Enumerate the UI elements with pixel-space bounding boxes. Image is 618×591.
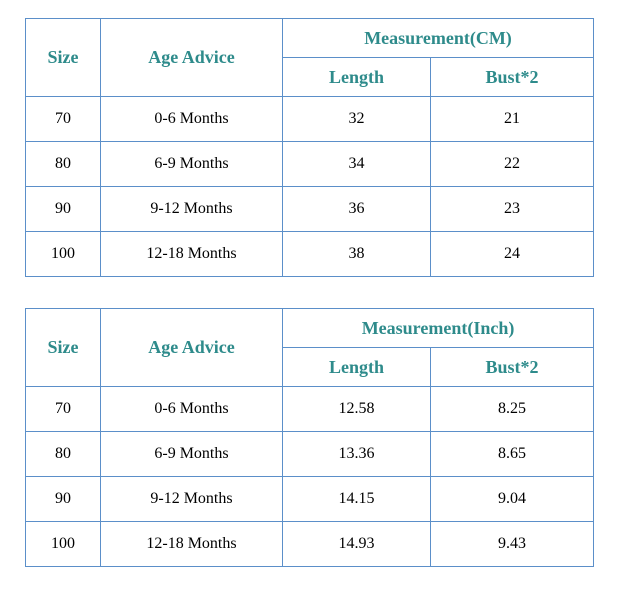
- length-cell: 38: [282, 231, 431, 277]
- table-row: 80 6-9 Months 13.36 8.65: [25, 431, 595, 477]
- header-row-measurement-cm: Size Age Advice Measurement(CM): [25, 18, 594, 97]
- age-cell: 0-6 Months: [100, 96, 283, 142]
- size-column-header: Size: [25, 18, 101, 97]
- size-cell: 90: [25, 186, 101, 232]
- age-cell: 12-18 Months: [100, 521, 283, 567]
- table-row: 100 12-18 Months 38 24: [25, 231, 594, 277]
- bust-cell: 9.04: [429, 476, 595, 522]
- size-cell: 70: [25, 96, 101, 142]
- age-cell: 6-9 Months: [100, 431, 283, 477]
- age-cell: 9-12 Months: [100, 186, 283, 232]
- size-cell: 100: [25, 231, 101, 277]
- table-row: 80 6-9 Months 34 22: [25, 141, 594, 187]
- age-cell: 9-12 Months: [100, 476, 283, 522]
- size-chart-cm-table: Size Age Advice Measurement(CM) Length B…: [25, 18, 594, 277]
- size-column-header: Size: [25, 308, 101, 387]
- length-cell: 14.93: [282, 521, 431, 567]
- measurement-inch-header: Measurement(Inch): [281, 308, 595, 348]
- header-row-measurement-inch: Size Age Advice Measurement(Inch): [25, 308, 595, 387]
- bust-cell: 9.43: [429, 521, 595, 567]
- age-advice-column-header: Age Advice: [100, 18, 283, 97]
- measurement-cm-header: Measurement(CM): [282, 18, 594, 58]
- bust-column-header: Bust*2: [430, 57, 594, 97]
- header-row-subcolumns-inch: Length Bust*2: [26, 347, 595, 387]
- length-cell: 14.15: [282, 476, 431, 522]
- length-cell: 36: [282, 186, 431, 232]
- size-chart-inch-table: Size Age Advice Measurement(Inch) Length…: [25, 308, 595, 567]
- table-row: 90 9-12 Months 14.15 9.04: [25, 476, 595, 522]
- table-row: 100 12-18 Months 14.93 9.43: [25, 521, 595, 567]
- length-column-header: Length: [282, 347, 431, 387]
- age-cell: 0-6 Months: [100, 386, 283, 432]
- table-gap-spacer: [25, 277, 593, 308]
- length-cell: 13.36: [282, 431, 431, 477]
- table-row: 70 0-6 Months 12.58 8.25: [25, 386, 595, 432]
- bust-cell: 21: [430, 96, 594, 142]
- size-cell: 100: [25, 521, 101, 567]
- bust-cell: 8.65: [429, 431, 595, 477]
- size-chart-page: Size Age Advice Measurement(CM) Length B…: [25, 18, 595, 567]
- length-cell: 12.58: [282, 386, 431, 432]
- bust-column-header: Bust*2: [429, 347, 595, 387]
- bust-cell: 22: [430, 141, 594, 187]
- age-cell: 6-9 Months: [100, 141, 283, 187]
- bust-cell: 8.25: [429, 386, 595, 432]
- size-cell: 80: [25, 141, 101, 187]
- age-cell: 12-18 Months: [100, 231, 283, 277]
- size-cell: 80: [25, 431, 101, 477]
- length-cell: 32: [282, 96, 431, 142]
- table-row: 90 9-12 Months 36 23: [25, 186, 594, 232]
- size-cell: 70: [25, 386, 101, 432]
- age-advice-column-header: Age Advice: [100, 308, 283, 387]
- header-row-subcolumns-cm: Length Bust*2: [26, 57, 594, 97]
- size-cell: 90: [25, 476, 101, 522]
- length-cell: 34: [282, 141, 431, 187]
- bust-cell: 23: [430, 186, 594, 232]
- length-column-header: Length: [282, 57, 431, 97]
- bust-cell: 24: [430, 231, 594, 277]
- table-row: 70 0-6 Months 32 21: [25, 96, 594, 142]
